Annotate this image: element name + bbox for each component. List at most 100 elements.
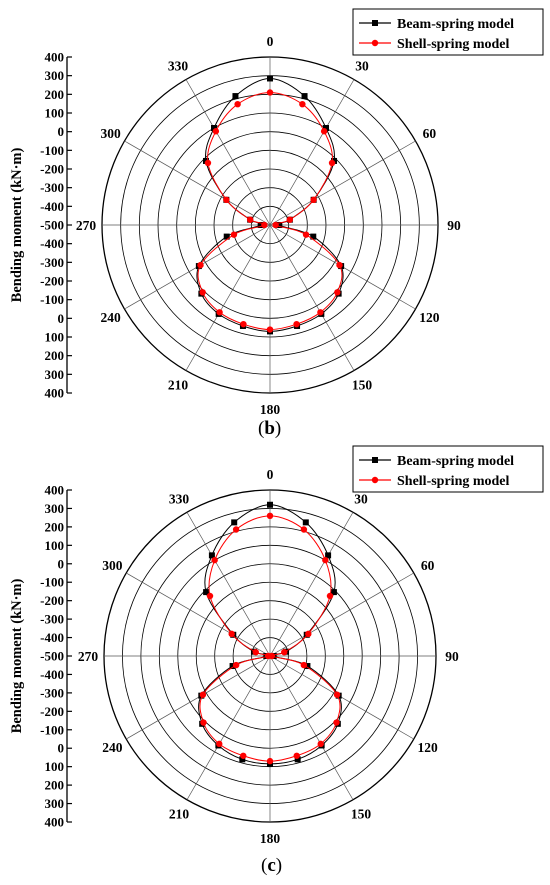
shell-spring-data-point (334, 289, 341, 296)
radial-tick-label: -500 (40, 218, 64, 233)
radial-tick-label: 300 (45, 501, 65, 516)
legend-marker-square (372, 20, 378, 26)
radial-tick-label: 100 (45, 759, 65, 774)
beam-spring-data-point (304, 663, 311, 670)
radial-tick-label: 400 (45, 50, 65, 65)
radial-tick-label: 400 (45, 483, 65, 498)
grid-spoke (185, 224, 271, 371)
shell-spring-data-point (199, 289, 206, 296)
radial-tick-label: -400 (40, 199, 64, 214)
angle-tick-label: 330 (169, 491, 190, 506)
radial-tick-label: -300 (40, 255, 64, 270)
shell-spring-data-point (322, 556, 329, 564)
legend-marker-circle (371, 476, 379, 484)
legend-label-shell: Shell-spring model (397, 37, 510, 52)
shell-spring-data-point (197, 261, 204, 269)
grid-spoke (126, 655, 271, 740)
angle-tick-label: 150 (352, 377, 373, 392)
panel-label-b: (b) (258, 418, 282, 439)
shell-spring-data-point (204, 159, 212, 167)
series-group (198, 501, 342, 767)
shell-spring-data-point (234, 100, 241, 108)
legend-marker-circle (371, 39, 379, 47)
radial-tick-label: 400 (45, 815, 65, 830)
angle-tick-label: 0 (267, 34, 274, 49)
polar-chart-b: 0 30 60 90 120 150 180 210 240 270 300 330 400 300 200… (9, 8, 544, 417)
angle-tick-label: 30 (354, 491, 368, 506)
radial-tick-label: -100 (40, 575, 64, 590)
shell-spring-data-point (228, 630, 235, 638)
beam-spring-data-point (211, 125, 217, 132)
y-axis-label: Bending moment (kN·m) (9, 147, 25, 302)
angle-tick-label: 150 (351, 807, 372, 822)
shell-spring-data-point (264, 652, 272, 660)
angle-tick-label: 270 (76, 218, 97, 233)
shell-spring-data-point (261, 221, 268, 229)
grid-spoke (269, 140, 416, 226)
beam-spring-data-point (203, 589, 210, 596)
beam-spring-data-point (302, 519, 309, 526)
beam-spring-data-point (267, 75, 273, 82)
angle-tick-label: 30 (355, 59, 369, 74)
angle-tick-label: 90 (447, 218, 461, 233)
angle-tick-label: 180 (260, 831, 281, 846)
grid-spoke (269, 79, 355, 226)
radial-tick-label: 200 (45, 778, 65, 793)
polar-grid (103, 489, 437, 823)
radial-tick-label: 0 (58, 311, 65, 326)
radial-tick-label: -500 (40, 649, 64, 664)
angle-tick-label: 300 (101, 126, 122, 141)
grid-spoke (269, 572, 414, 657)
angle-labels: 0 30 60 90 120 150 180 210 240 270 300 330 (78, 467, 459, 846)
shell-spring-data-point (317, 309, 324, 316)
shell-spring-data-point (333, 691, 341, 698)
radial-tick-label: 0 (58, 124, 65, 139)
shell-spring-data-point (326, 592, 334, 600)
angle-tick-label: 330 (168, 59, 189, 74)
legend-box (352, 445, 544, 493)
radial-tick-label: -100 (40, 292, 64, 307)
shell-spring-data-point (240, 320, 247, 328)
shell-spring-data-point (272, 221, 279, 229)
beam-spring-data-point (301, 93, 308, 100)
shell-spring-data-point (232, 661, 240, 669)
shell-spring-data-point (300, 661, 308, 669)
shell-spring-data-point (281, 648, 288, 656)
beam-spring-data-point (239, 756, 246, 763)
legend-box (352, 8, 544, 56)
beam-spring-data-point (232, 93, 239, 100)
shell-spring-data-point (302, 231, 310, 238)
shell-spring-data-point (232, 526, 240, 533)
angle-tick-label: 210 (169, 807, 190, 822)
shell-spring-data-point (336, 261, 343, 269)
shell-spring-data-point (300, 526, 308, 533)
radial-tick-label: -200 (40, 274, 64, 289)
legend-label-beam: Beam-spring model (397, 454, 514, 469)
radial-tick-label: -200 (40, 704, 64, 719)
radial-tick-label: -300 (40, 685, 64, 700)
angle-tick-label: 270 (78, 649, 99, 664)
angle-tick-label: 60 (421, 558, 435, 573)
radial-tick-label: 400 (45, 386, 65, 401)
shell-spring-data-point (240, 752, 247, 759)
legend-marker-square (372, 457, 378, 463)
angle-tick-label: 0 (267, 467, 274, 482)
beam-spring-data-point (310, 233, 317, 240)
angle-labels: 0 30 60 90 120 150 180 210 240 270 300 330 (76, 34, 461, 417)
grid-spoke (269, 512, 354, 657)
shell-spring-data-point (266, 89, 274, 96)
grid-spoke (186, 512, 271, 657)
radial-tick-label: -400 (40, 667, 64, 682)
shell-spring-data-point (266, 512, 274, 520)
radial-tick-label: -300 (40, 612, 64, 627)
grid-spoke (186, 655, 271, 800)
radial-tick-label: 0 (58, 556, 65, 571)
polar-chart-c: 0 30 60 90 120 150 180 210 240 270 300 330 400 300 200… (9, 445, 544, 846)
shell-spring-data-point (223, 196, 230, 203)
radial-tick-label: 200 (45, 87, 65, 102)
shell-spring-data-point (299, 100, 306, 108)
angle-tick-label: 120 (417, 740, 438, 755)
angle-tick-label: 210 (168, 377, 189, 392)
polar-chart-panel-c: 0 30 60 90 120 150 180 210 240 270 300 330 400 300 200… (0, 435, 550, 877)
grid-spoke (124, 140, 271, 226)
